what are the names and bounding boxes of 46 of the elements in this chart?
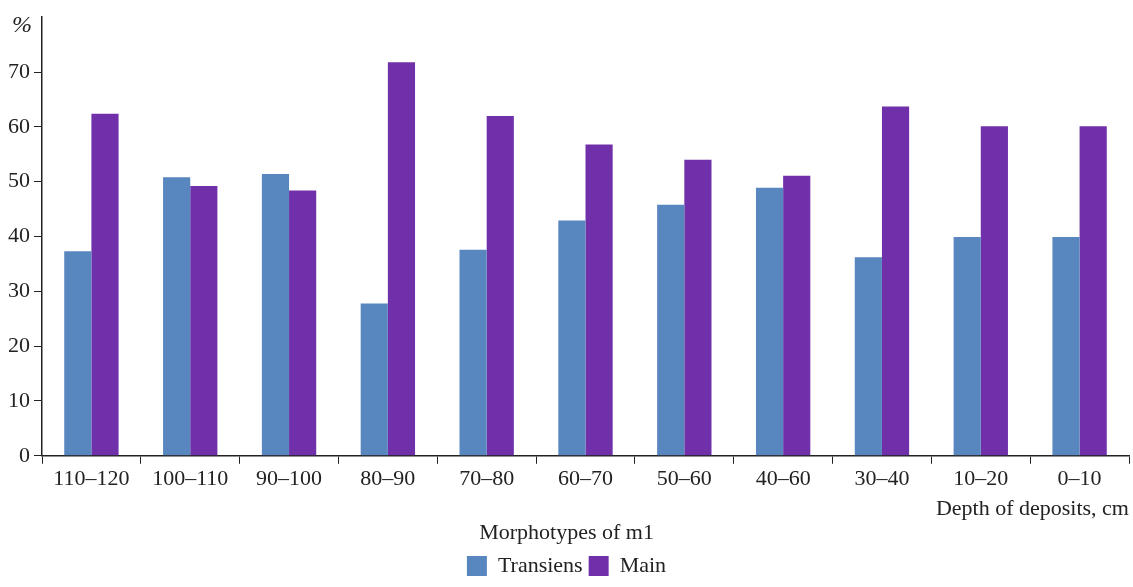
bar xyxy=(854,257,882,456)
y-tick-label: 20 xyxy=(8,331,30,357)
bar xyxy=(91,113,119,456)
bar xyxy=(783,175,811,456)
x-tick-label: 100–110 xyxy=(152,464,229,490)
bar xyxy=(360,303,388,456)
legend-label: Main xyxy=(619,551,667,577)
y-tick-label: 0 xyxy=(19,441,30,467)
bar xyxy=(684,159,712,456)
x-tick-label: 40–60 xyxy=(755,464,811,490)
y-tick-label: 10 xyxy=(8,386,30,412)
bar xyxy=(881,106,910,456)
bar xyxy=(953,237,981,456)
x-tick-label: 50–60 xyxy=(656,464,712,490)
bar xyxy=(657,204,685,456)
bar xyxy=(459,249,487,456)
bar xyxy=(755,187,784,456)
bar xyxy=(1079,126,1107,456)
bar xyxy=(980,126,1008,456)
y-tick-label: 50 xyxy=(8,167,30,193)
y-tick-label: 60 xyxy=(8,112,30,138)
x-tick-label: 70–80 xyxy=(459,464,515,490)
bar xyxy=(289,190,317,456)
legend-title: Morphotypes of m1 xyxy=(479,519,654,545)
x-tick-label: 10–20 xyxy=(953,464,1009,490)
bar xyxy=(190,186,218,456)
x-tick-label: 30–40 xyxy=(854,464,910,490)
x-tick-label: 60–70 xyxy=(558,464,613,490)
bar xyxy=(486,115,514,456)
x-tick-label: 0–10 xyxy=(1057,464,1102,490)
y-tick-label: 30 xyxy=(8,277,30,303)
bar xyxy=(387,62,416,456)
x-axis-title: Depth of deposits, cm xyxy=(935,495,1129,521)
bar xyxy=(558,220,586,456)
x-tick-label: 80–90 xyxy=(360,464,416,490)
y-tick-label: 40 xyxy=(8,222,30,248)
y-tick-label: 70 xyxy=(8,57,30,83)
x-tick-label: 110–120 xyxy=(53,464,130,490)
bar xyxy=(163,177,191,456)
bar xyxy=(64,251,92,456)
legend-label: Transiens xyxy=(497,551,583,577)
x-tick-label: 90–100 xyxy=(256,464,323,490)
bar xyxy=(585,144,613,456)
bar xyxy=(261,174,290,456)
bar xyxy=(1052,237,1080,456)
y-axis-title: % xyxy=(12,10,32,37)
